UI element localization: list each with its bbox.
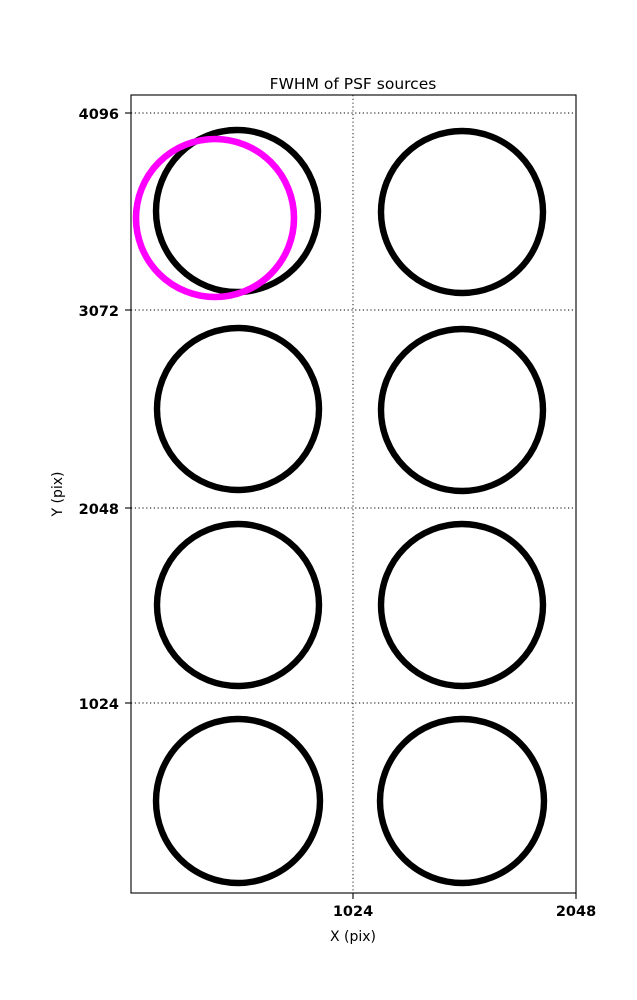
psf-circle-r2c2[interactable] xyxy=(377,325,547,495)
psf-circle-highlight[interactable] xyxy=(132,135,298,301)
psf-circle-r3c2[interactable] xyxy=(377,520,547,690)
y-tick-label-1024: 1024 xyxy=(79,697,119,713)
psf-circle-r3c1[interactable] xyxy=(153,520,323,690)
y-tick-label-3072: 3072 xyxy=(79,304,119,320)
psf-circle-r2c1[interactable] xyxy=(153,324,323,494)
y-tick-label-2048: 2048 xyxy=(79,502,119,518)
y-axis-label: Y (pix) xyxy=(50,472,66,518)
psf-circle-r4c2[interactable] xyxy=(376,715,548,887)
psf-circle-r4c1[interactable] xyxy=(152,715,324,887)
x-tick-label-1024: 1024 xyxy=(333,904,373,920)
psf-circle-r1c2[interactable] xyxy=(377,127,547,297)
y-tick-labels: 4096 3072 2048 1024 xyxy=(79,107,119,713)
x-tick-label-2048: 2048 xyxy=(556,904,596,920)
gridlines xyxy=(131,95,576,893)
x-axis-label: X (pix) xyxy=(330,929,376,945)
tick-marks xyxy=(125,112,577,899)
plot-title: FWHM of PSF sources xyxy=(270,75,437,93)
selected-psf-marker xyxy=(132,135,298,301)
x-tick-labels: 1024 2048 xyxy=(333,904,596,920)
y-tick-label-4096: 4096 xyxy=(79,107,119,123)
